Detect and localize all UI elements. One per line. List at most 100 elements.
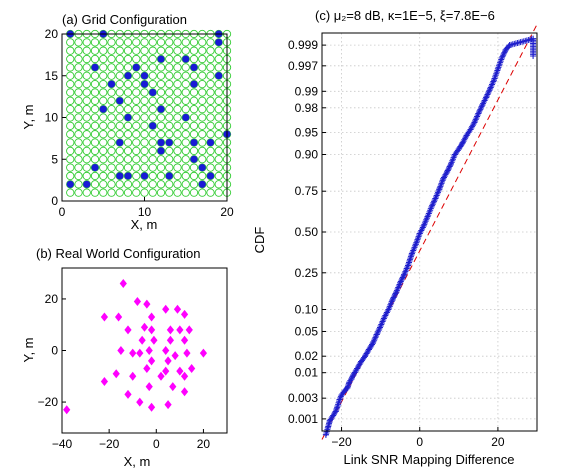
sample-marker (390, 295, 397, 302)
grid-position-circle (148, 105, 157, 114)
grid-position-circle (82, 54, 91, 64)
grid-node-point (83, 180, 91, 188)
grid-position-circle (214, 96, 223, 105)
grid-position-circle (165, 79, 174, 89)
grid-position-circle (99, 163, 108, 172)
data-point (354, 365, 361, 372)
sample-marker (337, 395, 344, 402)
grid-position-circle (148, 121, 157, 131)
grid-position-circle (181, 155, 190, 164)
grid-position-circle (214, 54, 223, 64)
grid-position-circle (214, 121, 223, 131)
sample-marker (391, 291, 398, 298)
grid-node-point (66, 180, 74, 188)
grid-node-point (190, 138, 198, 147)
x-tick-label: 10 (138, 205, 152, 219)
grid-position-circle (82, 88, 91, 97)
grid-position-circle (173, 146, 182, 156)
grid-node-point (149, 88, 157, 97)
grid-position-circle (165, 146, 174, 156)
sample-marker (484, 91, 491, 98)
grid-position-circle (173, 38, 182, 47)
grid-position-circle (214, 63, 223, 72)
grid-position-circle (99, 54, 108, 64)
grid-position-circle (148, 146, 157, 156)
sample-marker (499, 53, 506, 60)
grid-position-circle (140, 171, 149, 181)
data-point (336, 396, 343, 403)
sample-marker (501, 49, 508, 56)
grid-position-circle (206, 171, 215, 181)
grid-position-circle (148, 38, 157, 47)
grid-position-circle (74, 180, 83, 189)
sample-marker (489, 80, 496, 87)
grid-position-circle (115, 96, 124, 105)
grid-position-circle (107, 155, 116, 164)
y-tick-label: 0.999 (288, 38, 318, 52)
grid-position-circle (99, 105, 108, 114)
grid-position-circle (90, 38, 100, 47)
grid-position-circle (115, 38, 124, 47)
grid-position-circle (123, 79, 133, 89)
y-tick-label: −20 (38, 395, 59, 409)
grid-position-circle (90, 54, 100, 64)
grid-position-circle (74, 96, 83, 105)
grid-position-circle (214, 46, 223, 55)
grid-node-point (182, 55, 190, 63)
data-point (408, 250, 415, 257)
grid-position-circle (181, 71, 190, 80)
y-tick-label: 0.01 (295, 366, 319, 380)
real-node-point (143, 364, 151, 374)
grid-position-circle (123, 138, 133, 147)
grid-position-circle (189, 171, 199, 181)
grid-position-circle (181, 88, 190, 97)
data-point (432, 195, 439, 202)
data-point (498, 54, 505, 61)
grid-position-circle (99, 88, 108, 97)
y-tick-label: 0.95 (295, 126, 319, 140)
grid-position-circle (156, 163, 166, 172)
real-node-point (145, 382, 153, 392)
grid-position-circle (181, 105, 190, 114)
grid-position-circle (206, 105, 215, 114)
grid-position-circle (132, 96, 141, 105)
grid-position-circle (66, 121, 75, 131)
sample-marker (431, 196, 438, 203)
sample-marker (483, 92, 490, 99)
grid-position-circle (82, 146, 91, 156)
data-point (334, 403, 341, 410)
grid-position-circle (99, 79, 108, 89)
sample-marker (445, 166, 452, 173)
grid-node-point (149, 122, 157, 130)
grid-position-circle (198, 138, 207, 147)
grid-position-circle (115, 121, 124, 131)
real-node-point (136, 348, 144, 358)
sample-marker (500, 50, 507, 57)
grid-position-circle (82, 105, 91, 114)
sample-marker (447, 162, 454, 169)
grid-node-point (116, 97, 124, 105)
real-node-point (129, 348, 137, 358)
grid-position-circle (132, 79, 141, 89)
grid-position-circle (189, 54, 199, 64)
sample-marker (485, 90, 492, 97)
sample-marker (375, 328, 382, 335)
grid-position-circle (140, 130, 149, 139)
sample-marker (430, 199, 437, 206)
grid-position-circle (198, 105, 207, 114)
grid-position-circle (181, 79, 190, 89)
data-point (448, 160, 454, 167)
grid-position-circle (198, 38, 207, 47)
grid-position-circle (99, 171, 108, 181)
grid-position-circle (214, 171, 223, 181)
grid-position-circle (99, 130, 108, 139)
grid-position-circle (173, 155, 182, 164)
grid-position-circle (123, 121, 133, 131)
data-point (381, 313, 388, 320)
y-tick-label: 0.98 (295, 101, 319, 115)
grid-position-circle (189, 96, 199, 105)
grid-node-point (116, 172, 124, 180)
grid-node-point (206, 138, 215, 147)
real-node-point (147, 402, 156, 412)
sample-marker (439, 177, 446, 184)
